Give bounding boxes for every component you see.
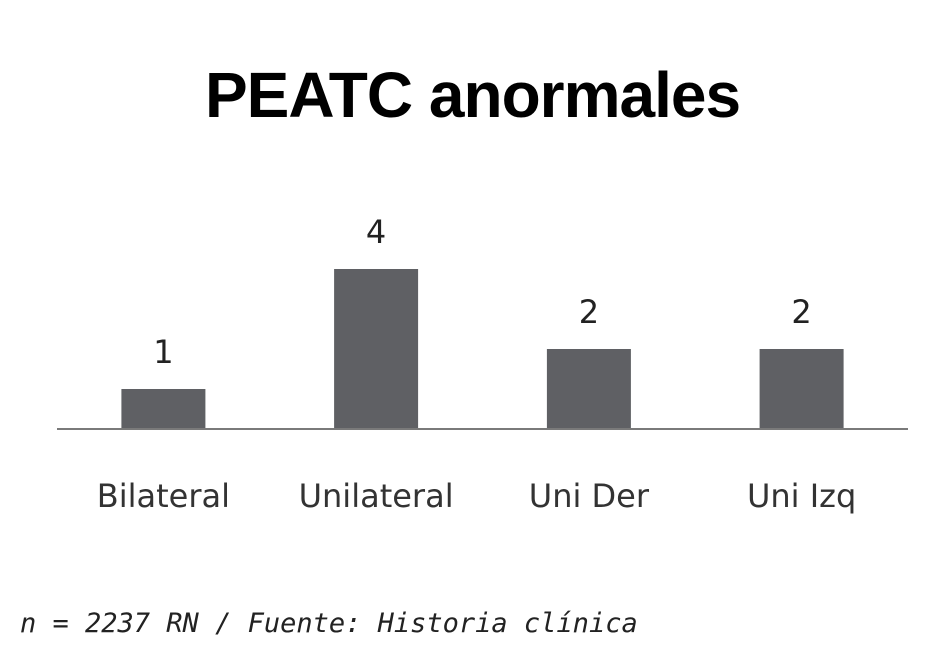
category-label-unilateral: Unilateral <box>299 477 454 515</box>
bar-uni-izq <box>759 349 844 429</box>
value-label-uni-izq: 2 <box>791 293 811 331</box>
bar-unilateral <box>334 269 419 429</box>
value-label-unilateral: 4 <box>366 213 386 251</box>
category-label-uni-der: Uni Der <box>529 477 650 515</box>
category-label-uni-izq: Uni Izq <box>747 477 856 515</box>
source-note: n = 2237 RN / Fuente: Historia clínica <box>20 608 638 639</box>
value-label-bilateral: 1 <box>153 333 173 371</box>
value-labels-group: 1 4 2 2 <box>153 213 812 371</box>
bar-uni-der <box>546 349 631 429</box>
category-label-bilateral: Bilateral <box>97 477 230 515</box>
value-label-uni-der: 2 <box>579 293 599 331</box>
bars-group <box>121 269 844 429</box>
category-labels-group: Bilateral Unilateral Uni Der Uni Izq <box>97 477 856 515</box>
chart-title: PEATC anormales <box>204 59 741 131</box>
bar-bilateral <box>121 389 206 429</box>
